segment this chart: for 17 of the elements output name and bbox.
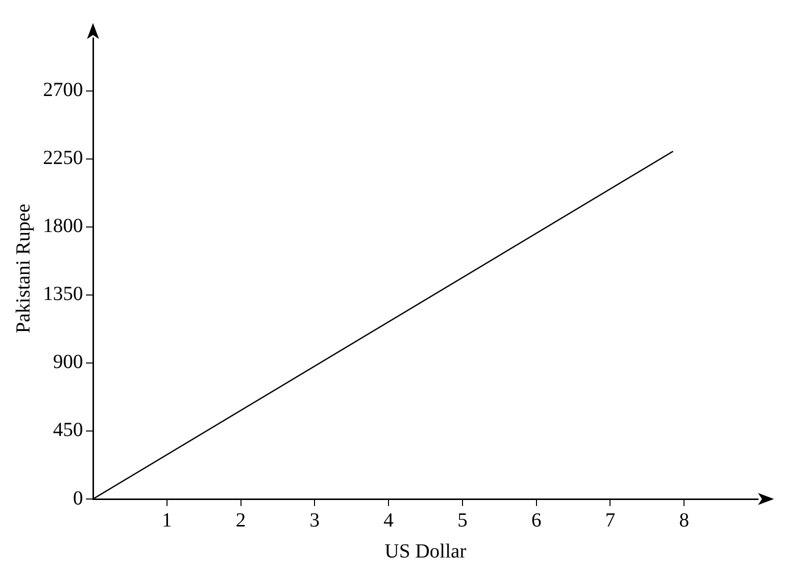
- x-tick-label: 3: [310, 509, 320, 532]
- x-axis-title: US Dollar: [384, 540, 467, 562]
- y-tick-label: 2250: [43, 147, 83, 170]
- y-axis-title: Pakistani Rupee: [12, 204, 34, 334]
- x-tick-label: 4: [384, 509, 394, 532]
- x-tick-label: 7: [605, 509, 616, 532]
- y-tick-label: 0: [73, 487, 83, 510]
- x-tick-label: 6: [531, 509, 542, 532]
- x-tick-label: 8: [679, 509, 690, 532]
- y-tick-label: 900: [53, 351, 83, 374]
- y-tick-label: 1350: [43, 283, 83, 306]
- x-tick-label: 1: [162, 509, 172, 532]
- y-tick-label: 2700: [43, 79, 83, 102]
- y-tick-label: 1800: [43, 215, 83, 238]
- x-tick-label: 2: [236, 509, 246, 532]
- y-tick-label: 450: [53, 419, 83, 442]
- x-tick-label: 5: [457, 509, 468, 532]
